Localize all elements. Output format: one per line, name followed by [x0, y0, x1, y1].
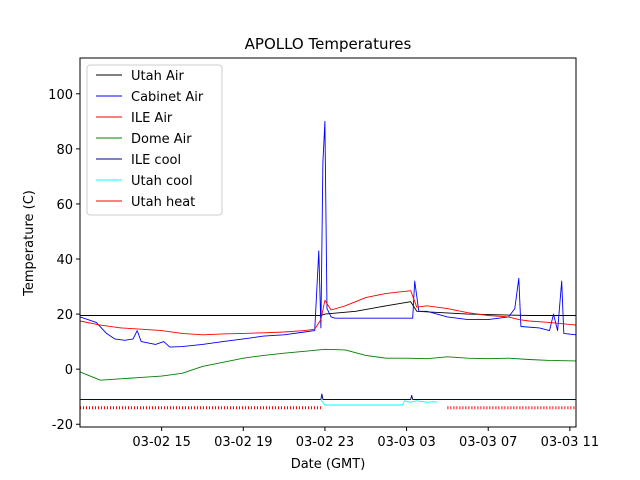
- y-tick-label: -20: [52, 418, 73, 433]
- y-axis-label: Temperature (C): [22, 190, 37, 297]
- series-line-ile-cool: [80, 393, 576, 400]
- y-tick-label: 60: [56, 198, 73, 213]
- series-line-cabinet-air: [80, 120, 576, 348]
- plot-frame: [79, 57, 577, 428]
- x-tick-label: 03-03 07: [459, 435, 517, 450]
- y-axis: -20 0 20 40 60 80 100: [48, 88, 80, 433]
- x-tick-label: 03-02 23: [296, 435, 354, 450]
- legend-label-ile-air: ILE Air: [131, 111, 173, 126]
- x-tick-label: 03-03 03: [377, 435, 435, 450]
- x-tick-label: 03-03 11: [541, 435, 599, 450]
- legend-label-ile-cool: ILE cool: [131, 153, 181, 168]
- legend-label-utah-heat: Utah heat: [131, 195, 195, 210]
- x-axis: 03-02 15 03-02 19 03-02 23 03-03 03 03-03 07…: [132, 427, 599, 450]
- y-tick-label: 40: [56, 253, 73, 268]
- series-line-utah-air: [80, 301, 576, 316]
- y-tick-label: 0: [65, 363, 73, 378]
- legend-label-dome-air: Dome Air: [131, 132, 192, 147]
- x-axis-label: Date (GMT): [291, 457, 366, 472]
- series-line-ile-air: [80, 290, 576, 336]
- legend-label-cabinet-air: Cabinet Air: [131, 90, 204, 105]
- y-tick-label: 80: [56, 143, 73, 158]
- x-tick-label: 03-02 19: [214, 435, 272, 450]
- legend: Utah Air Cabinet Air ILE Air Dome Air ILE co…: [86, 64, 223, 216]
- chart-title: APOLLO Temperatures: [245, 35, 412, 53]
- series-layer: [80, 120, 576, 410]
- series-line-utah-cool: [320, 399, 438, 406]
- legend-box: [86, 64, 223, 216]
- y-tick-label: 20: [56, 308, 73, 323]
- legend-label-utah-cool: Utah cool: [131, 174, 193, 189]
- y-tick-label: 100: [48, 88, 73, 103]
- legend-label-utah-air: Utah Air: [131, 69, 184, 84]
- series-line-dome-air: [80, 348, 576, 381]
- x-tick-label: 03-02 15: [132, 435, 190, 450]
